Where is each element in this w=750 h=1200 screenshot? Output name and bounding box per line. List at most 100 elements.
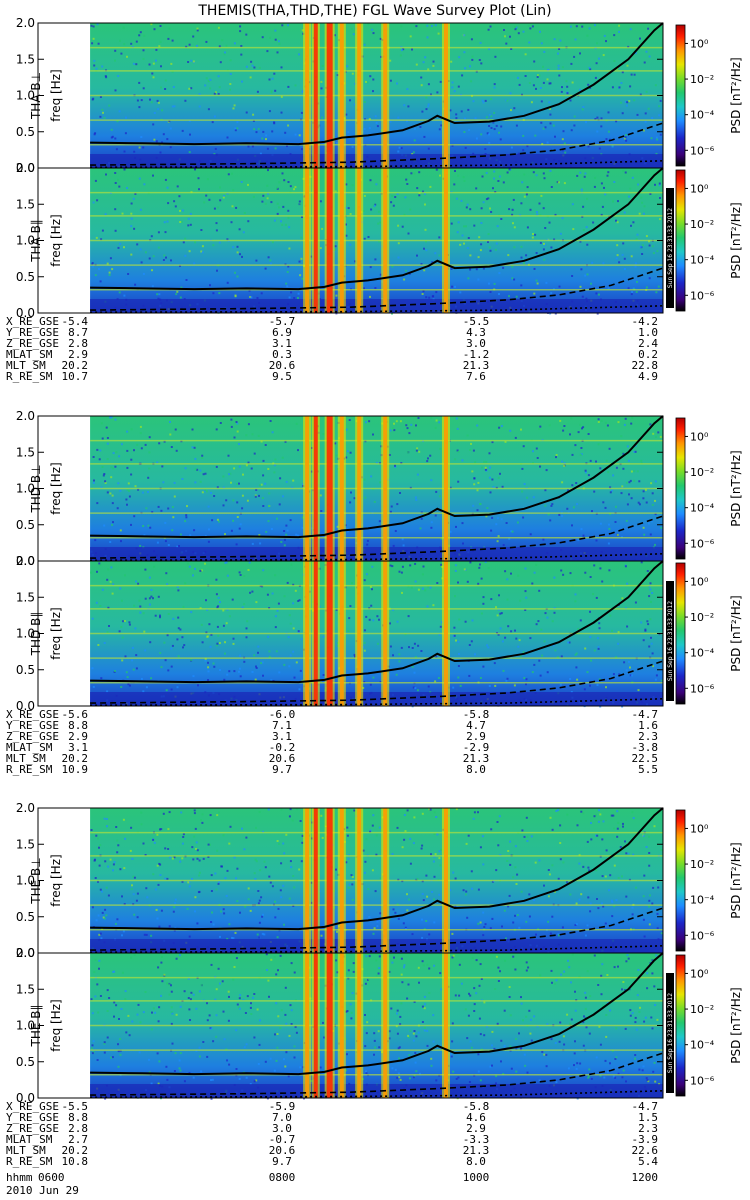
spectrogram-speckle bbox=[562, 95, 565, 98]
spectrogram-speckle bbox=[375, 183, 378, 186]
spectrogram-speckle bbox=[401, 591, 403, 594]
spectrogram-speckle bbox=[415, 424, 417, 427]
spectrogram-speckle bbox=[390, 505, 393, 508]
spectrogram-speckle bbox=[421, 844, 424, 847]
spectrogram-speckle bbox=[398, 653, 401, 656]
spectrogram-speckle bbox=[433, 811, 436, 814]
spectrogram-speckle bbox=[274, 1033, 276, 1036]
spectrogram-speckle bbox=[119, 1038, 122, 1040]
spectrogram-speckle bbox=[204, 534, 207, 537]
spectrogram-speckle bbox=[235, 543, 238, 546]
spectrogram-speckle bbox=[472, 449, 475, 452]
spectrogram-speckle bbox=[196, 27, 199, 30]
spectrogram-speckle bbox=[251, 433, 254, 436]
spectrogram-speckle bbox=[433, 921, 436, 924]
spectrogram-speckle bbox=[593, 564, 596, 567]
spectrogram-speckle bbox=[600, 213, 603, 216]
spectrogram-speckle bbox=[397, 1072, 400, 1075]
spectrogram-speckle bbox=[226, 574, 229, 577]
spectrogram-speckle bbox=[111, 592, 114, 595]
spectrogram-speckle bbox=[202, 473, 205, 476]
spectrogram-speckle bbox=[398, 570, 401, 573]
spectrogram-speckle bbox=[174, 428, 177, 431]
spectrogram-speckle bbox=[401, 981, 404, 984]
spectrogram-speckle bbox=[566, 92, 569, 95]
spectrogram-speckle bbox=[267, 192, 269, 195]
spectrogram-speckle bbox=[651, 592, 654, 594]
spectrogram-speckle bbox=[301, 834, 304, 837]
spectrogram-speckle bbox=[108, 104, 111, 107]
spectrogram-speckle bbox=[251, 590, 254, 593]
spectrogram-speckle bbox=[96, 983, 99, 986]
spectrogram-speckle bbox=[420, 650, 423, 652]
spectrogram-speckle bbox=[659, 435, 662, 438]
spectrogram-speckle bbox=[421, 587, 424, 590]
colorbar-tick-label: 10⁻⁴ bbox=[690, 502, 715, 515]
spectrogram-speckle bbox=[624, 100, 627, 103]
spectrogram-speckle bbox=[198, 874, 201, 877]
spectrogram-speckle bbox=[177, 627, 180, 630]
ephemeris-value: -4.2 bbox=[632, 315, 659, 328]
spectrogram-speckle bbox=[202, 857, 205, 860]
spectrogram-speckle bbox=[398, 1046, 401, 1049]
spectrogram-speckle bbox=[225, 44, 228, 47]
spectrogram-speckle bbox=[231, 598, 234, 601]
spectrogram-speckle bbox=[251, 671, 254, 673]
spectrogram-speckle bbox=[495, 1075, 498, 1078]
spectrogram-speckle bbox=[399, 492, 401, 494]
spectrogram-speckle bbox=[426, 36, 429, 39]
spectrogram-speckle bbox=[285, 1051, 288, 1054]
spectrogram-speckle bbox=[123, 867, 126, 870]
spectrogram-speckle bbox=[232, 189, 235, 192]
spectrogram-speckle bbox=[647, 522, 650, 525]
spectrogram-speckle bbox=[167, 848, 170, 850]
spectrogram-speckle bbox=[454, 595, 456, 598]
wave-burst bbox=[383, 23, 388, 168]
spectrogram-speckle bbox=[224, 641, 226, 644]
spectrogram-speckle bbox=[172, 516, 175, 519]
timestamp-stamp: Sun Sep 16 23:31:33 2012 bbox=[667, 601, 674, 681]
spectrogram-speckle bbox=[623, 661, 626, 664]
spectrogram-speckle bbox=[301, 841, 304, 844]
spectrogram-speckle bbox=[285, 533, 288, 536]
spectrogram-speckle bbox=[491, 917, 494, 920]
spectrogram-speckle bbox=[430, 93, 432, 96]
spectrogram-speckle bbox=[114, 182, 117, 184]
spectrogram-speckle bbox=[483, 1001, 486, 1004]
spectrogram-speckle bbox=[433, 833, 436, 835]
spectrogram-speckle bbox=[629, 1009, 632, 1012]
spectrogram-speckle bbox=[276, 202, 279, 205]
spectrogram-speckle bbox=[251, 542, 254, 545]
spectrogram-speckle bbox=[364, 1014, 366, 1016]
spectrogram-speckle bbox=[495, 869, 498, 872]
spectrogram-speckle bbox=[535, 211, 538, 213]
spectrogram-speckle bbox=[634, 601, 637, 604]
solid-frequency-curve bbox=[90, 560, 664, 684]
spectrogram-speckle bbox=[410, 586, 413, 589]
spectrogram-speckle bbox=[424, 589, 427, 592]
spectrogram-speckle bbox=[293, 188, 295, 191]
spectrogram-speckle bbox=[388, 1037, 391, 1040]
spectrogram-speckle bbox=[347, 969, 350, 972]
spectrogram-speckle bbox=[522, 1019, 524, 1022]
spectrogram-speckle bbox=[280, 220, 282, 223]
spectrogram-speckle bbox=[273, 121, 276, 124]
spectrogram-speckle bbox=[214, 91, 217, 94]
spectrogram-speckle bbox=[194, 457, 197, 460]
spectrogram-speckle bbox=[236, 900, 239, 903]
spectrogram-speckle bbox=[261, 932, 264, 935]
spectrogram-speckle bbox=[436, 582, 439, 584]
spectrogram-speckle bbox=[289, 654, 292, 657]
spectrogram-speckle bbox=[414, 496, 417, 499]
spectrogram-speckle bbox=[615, 1027, 618, 1030]
spectrogram-speckle bbox=[514, 845, 517, 848]
spectrogram-speckle bbox=[310, 255, 313, 258]
spectrogram-speckle bbox=[346, 834, 349, 837]
spectrogram-speckle bbox=[205, 599, 207, 602]
spectrogram-speckle bbox=[413, 139, 416, 142]
spectrogram-speckle bbox=[643, 935, 646, 938]
spectrogram-speckle bbox=[188, 151, 191, 154]
spectrogram-speckle bbox=[587, 866, 590, 869]
spectrogram-speckle bbox=[374, 258, 377, 261]
spectrogram-speckle bbox=[345, 1010, 348, 1013]
